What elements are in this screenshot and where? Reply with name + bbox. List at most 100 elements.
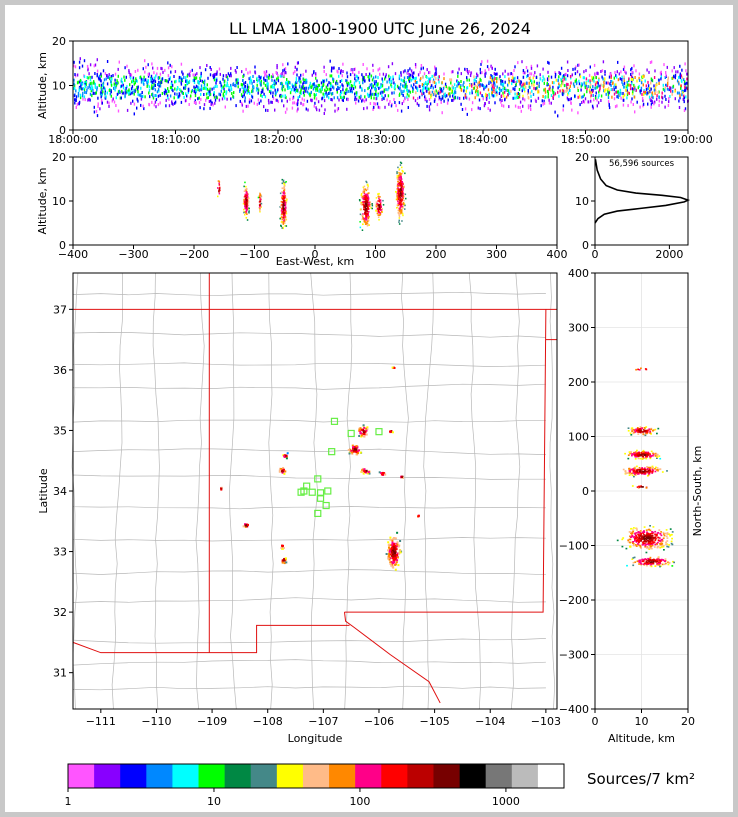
source-point [657,469,659,472]
source-point [638,430,641,433]
source-point [168,77,170,81]
source-point [281,74,283,78]
source-point [334,103,336,107]
source-point [672,560,674,563]
x-tick-label: 100 [365,248,386,261]
source-point [566,74,569,78]
source-point [364,79,366,83]
source-point [561,88,564,92]
source-point [653,76,656,79]
source-point [524,82,526,86]
source-point [401,181,403,183]
source-point [632,564,635,567]
source-point [399,86,401,90]
source-point [393,557,396,560]
source-point [78,80,81,84]
source-point [116,92,119,96]
source-point [341,83,343,87]
source-point [132,76,135,80]
source-point [651,99,653,103]
source-point [634,561,637,563]
source-point [362,433,365,435]
source-point [638,485,640,488]
source-point [567,69,569,72]
source-point [638,72,641,76]
source-point [407,69,409,73]
source-point [365,427,367,430]
source-point [284,212,286,215]
source-point [650,433,652,435]
source-point [478,98,481,102]
source-point [139,75,142,79]
source-point [649,529,652,532]
source-point [401,195,404,198]
source-point [292,101,294,105]
source-point [601,69,604,73]
source-point [394,83,396,87]
source-point [132,99,134,103]
source-point [396,198,398,201]
source-point [134,70,137,73]
source-point [116,79,118,83]
source-point [666,532,669,534]
source-point [110,80,112,84]
source-point [178,75,181,79]
source-point [609,72,611,76]
source-point [673,75,675,78]
source-point [379,106,381,110]
source-point [90,89,92,93]
source-point [256,79,259,83]
source-point [425,80,427,84]
source-point [167,96,169,100]
source-point [365,221,367,223]
source-point [206,96,208,100]
source-point [501,79,504,83]
source-point [388,558,391,561]
source-point [463,89,465,93]
source-point [651,562,654,565]
source-point [399,176,401,179]
source-point [649,453,651,455]
source-point [100,83,103,87]
source-point [617,95,620,99]
source-point [471,101,474,105]
source-point [504,69,506,73]
source-point [640,562,642,565]
source-point [569,98,571,102]
source-point [412,77,414,81]
county-line [72,505,546,510]
source-point [400,194,403,197]
source-point [377,105,380,109]
source-point [658,455,661,457]
source-point [196,72,198,76]
source-point [428,71,430,75]
source-point [650,559,653,562]
source-point [542,67,544,71]
source-point [647,536,650,538]
source-point [183,95,185,99]
source-point [381,84,384,88]
source-point [361,214,363,217]
source-point [502,72,504,76]
source-point [310,86,312,89]
source-point [391,542,394,545]
source-point [91,81,93,85]
source-point [417,515,420,518]
source-point [523,85,525,89]
source-point [138,93,141,97]
source-point [362,223,364,226]
source-point [635,527,638,530]
source-point [109,77,111,81]
source-point [367,185,369,187]
source-point [649,564,652,567]
source-point [167,61,169,65]
source-point [402,205,405,207]
source-point [412,89,414,93]
source-point [518,79,520,83]
source-point [510,72,512,75]
source-point [443,93,445,97]
source-point [360,434,363,437]
source-point [608,102,610,106]
source-point [600,99,602,102]
